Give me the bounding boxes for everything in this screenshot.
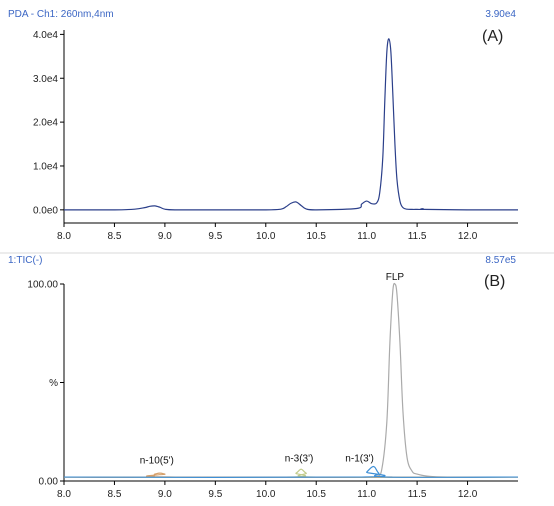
panel-a-plot: 0.0e0 1.0e4 2.0e4 3.0e4 4.0e4 8.0 8.5 9.0 9.5 10… — [33, 30, 519, 242]
panel-b-detector-label: 1:TIC(-) — [8, 255, 42, 266]
panel-b-x-tick-label: 8.5 — [107, 489, 121, 500]
panel-b-x-tick-label: 11.0 — [357, 489, 376, 500]
panel-a-x-tick-label: 10.5 — [306, 231, 326, 242]
panel-a-y-tick-label: 4.0e4 — [33, 30, 58, 41]
panel-b-x-tick-label: 9.5 — [208, 489, 222, 500]
panel-a-detector-label: PDA - Ch1: 260nm,4nm — [8, 9, 114, 20]
panel-a-y-tick-label: 0.0e0 — [33, 205, 58, 216]
peak-annotation: FLP — [386, 272, 405, 283]
panel-b-y-tick-label: 0.00 — [39, 477, 59, 488]
panel-a-y-tick-label: 1.0e4 — [33, 161, 58, 172]
panel-b-x-tick-label: 11.5 — [408, 489, 427, 500]
panel-b-label: (B) — [484, 273, 505, 290]
panel-a-x-tick-label: 9.5 — [208, 231, 222, 242]
panel-a-y-tick-label: 3.0e4 — [33, 74, 58, 85]
peak-annotation: n-3(3') — [285, 453, 314, 464]
panel-a-max-intensity: 3.90e4 — [485, 9, 516, 20]
panel-a-x-tick-label: 11.5 — [408, 231, 427, 242]
panel-a-x-tick-label: 8.5 — [107, 231, 121, 242]
panel-a-x-tick-label: 9.0 — [158, 231, 172, 242]
panel-b-x-tick-label: 8.0 — [57, 489, 71, 500]
panel-b-x-tick-label: 12.0 — [458, 489, 478, 500]
peak-annotation: n-1(3') — [345, 453, 374, 464]
peak-annotation: n-10(5') — [140, 455, 174, 466]
panel-a-x-tick-label: 8.0 — [57, 231, 71, 242]
panel-b-x-tick-label: 10.0 — [256, 489, 276, 500]
panel-b-series-line-0 — [63, 282, 519, 478]
panel-a-y-tick-label: 2.0e4 — [33, 118, 58, 129]
panel-a-x-tick-label: 12.0 — [458, 231, 478, 242]
panel-b-max-intensity: 8.57e5 — [485, 255, 516, 266]
panel-a-x-tick-label: 10.0 — [256, 231, 276, 242]
panel-b-y-tick-label: 100.00 — [27, 280, 58, 291]
panel-b-series-line-1 — [63, 468, 519, 478]
panel-a-x-tick-label: 11.0 — [357, 231, 376, 242]
panel-b-series-line-3 — [63, 465, 519, 479]
panel-b-x-tick-label: 9.0 — [158, 489, 172, 500]
panel-a-series-line-0 — [63, 38, 519, 211]
panel-b-y-tick-label: % — [49, 378, 58, 389]
panel-b-x-tick-label: 10.5 — [306, 489, 326, 500]
panel-a-label: (A) — [482, 28, 503, 45]
panel-b-plot: 0.00% 100.00 8.0 8.5 9.0 9.5 10.0 10.5 11.0 11.5… — [27, 272, 519, 500]
